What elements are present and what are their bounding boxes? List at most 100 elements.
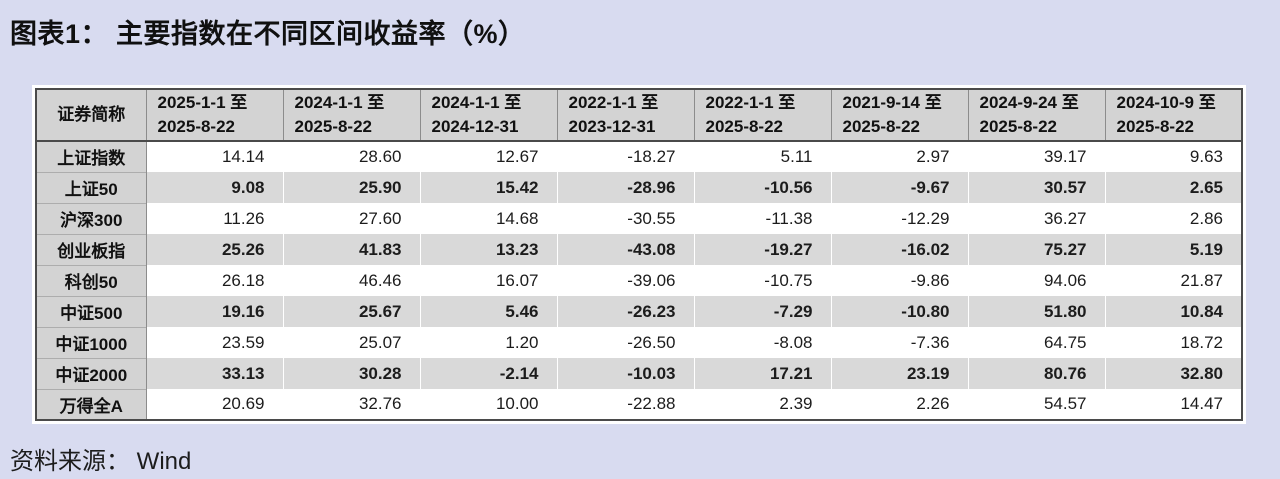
period-end: 2023-12-31 xyxy=(568,117,656,136)
period-end: 2025-8-22 xyxy=(1116,117,1195,136)
column-header-period-3: 2024-1-1 至 2024-12-31 xyxy=(420,89,558,142)
value-cell: 2.97 xyxy=(831,141,969,172)
period-start: 2021-9-14 至 xyxy=(842,93,942,113)
column-header-period-4: 2022-1-1 至 2023-12-31 xyxy=(557,89,695,142)
value-cell: 39.17 xyxy=(968,141,1106,172)
value-cell: 14.68 xyxy=(420,203,558,234)
value-cell: -18.27 xyxy=(557,141,695,172)
value-cell: 26.18 xyxy=(146,265,284,296)
row-name: 万得全A xyxy=(36,388,147,420)
value-cell: 2.86 xyxy=(1105,203,1242,234)
source-note: 资料来源： Wind xyxy=(10,448,192,475)
value-cell: 25.07 xyxy=(283,327,421,358)
value-cell: 41.83 xyxy=(283,234,421,265)
period-end: 2024-12-31 xyxy=(431,117,519,136)
value-cell: -7.29 xyxy=(694,296,832,327)
value-cell: -22.88 xyxy=(557,389,695,420)
value-cell: 5.11 xyxy=(694,141,832,172)
table-row: 中证500 19.16 25.67 5.46 -26.23 -7.29 -10.80 51.8… xyxy=(36,295,1242,327)
table-row: 创业板指 25.26 41.83 13.23 -43.08 -19.27 -16.02 75.… xyxy=(36,233,1242,265)
value-cell: 25.26 xyxy=(146,234,284,265)
value-cell: 13.23 xyxy=(420,234,558,265)
value-cell: -12.29 xyxy=(831,203,969,234)
figure-title: 图表1： 主要指数在不同区间收益率（%） xyxy=(10,19,526,49)
period-end: 2025-8-22 xyxy=(294,117,373,136)
period-start: 2022-1-1 至 xyxy=(705,93,796,113)
value-cell: 75.27 xyxy=(968,234,1106,265)
table-row: 中证1000 23.59 25.07 1.20 -26.50 -8.08 -7.36 64.7… xyxy=(36,326,1242,358)
table-row: 中证2000 33.13 30.28 -2.14 -10.03 17.21 23.19 80.… xyxy=(36,357,1242,389)
table-row: 沪深300 11.26 27.60 14.68 -30.55 -11.38 -12.29 36… xyxy=(36,202,1242,234)
value-cell: 25.67 xyxy=(283,296,421,327)
column-header-security-name: 证券简称 xyxy=(36,89,147,142)
value-cell: -19.27 xyxy=(694,234,832,265)
value-cell: 23.59 xyxy=(146,327,284,358)
value-cell: -26.50 xyxy=(557,327,695,358)
value-cell: 36.27 xyxy=(968,203,1106,234)
header-row: 证券简称 2025-1-1 至 2025-8-22 2024-1-1 至 2025-8-… xyxy=(36,89,1242,142)
value-cell: -9.86 xyxy=(831,265,969,296)
value-cell: 9.08 xyxy=(146,172,284,203)
value-cell: -10.80 xyxy=(831,296,969,327)
value-cell: 20.69 xyxy=(146,389,284,420)
value-cell: 10.00 xyxy=(420,389,558,420)
value-cell: -28.96 xyxy=(557,172,695,203)
returns-table: 证券简称 2025-1-1 至 2025-8-22 2024-1-1 至 2025-8-… xyxy=(35,88,1243,421)
period-end: 2025-8-22 xyxy=(157,117,236,136)
row-name: 科创50 xyxy=(36,264,147,296)
period-start: 2024-1-1 至 xyxy=(294,93,385,113)
value-cell: 5.46 xyxy=(420,296,558,327)
value-cell: 23.19 xyxy=(831,358,969,389)
row-name: 沪深300 xyxy=(36,202,147,234)
period-start: 2024-1-1 至 xyxy=(431,93,522,113)
column-header-period-2: 2024-1-1 至 2025-8-22 xyxy=(283,89,421,142)
value-cell: 51.80 xyxy=(968,296,1106,327)
value-cell: 21.87 xyxy=(1105,265,1242,296)
value-cell: 30.57 xyxy=(968,172,1106,203)
period-end: 2025-8-22 xyxy=(979,117,1058,136)
value-cell: 33.13 xyxy=(146,358,284,389)
value-cell: 19.16 xyxy=(146,296,284,327)
period-start: 2024-9-24 至 xyxy=(979,93,1079,113)
returns-table-panel: 证券简称 2025-1-1 至 2025-8-22 2024-1-1 至 2025-8-… xyxy=(32,85,1246,424)
table-row: 万得全A 20.69 32.76 10.00 -22.88 2.39 2.26 54.57 14… xyxy=(36,388,1242,420)
column-header-period-1: 2025-1-1 至 2025-8-22 xyxy=(146,89,284,142)
row-name: 上证指数 xyxy=(36,140,147,172)
value-cell: -10.56 xyxy=(694,172,832,203)
row-name: 中证1000 xyxy=(36,326,147,358)
value-cell: 2.65 xyxy=(1105,172,1242,203)
value-cell: 32.80 xyxy=(1105,358,1242,389)
table-body: 上证指数 14.14 28.60 12.67 -18.27 5.11 2.97 39.17 9.… xyxy=(36,140,1242,420)
value-cell: 80.76 xyxy=(968,358,1106,389)
value-cell: -7.36 xyxy=(831,327,969,358)
value-cell: 9.63 xyxy=(1105,141,1242,172)
value-cell: 11.26 xyxy=(146,203,284,234)
value-cell: 25.90 xyxy=(283,172,421,203)
value-cell: 16.07 xyxy=(420,265,558,296)
value-cell: 32.76 xyxy=(283,389,421,420)
value-cell: 30.28 xyxy=(283,358,421,389)
value-cell: -10.03 xyxy=(557,358,695,389)
value-cell: 17.21 xyxy=(694,358,832,389)
period-start: 2025-1-1 至 xyxy=(157,93,248,113)
value-cell: 5.19 xyxy=(1105,234,1242,265)
table-header: 证券简称 2025-1-1 至 2025-8-22 2024-1-1 至 2025-8-… xyxy=(36,89,1242,142)
value-cell: 12.67 xyxy=(420,141,558,172)
period-start: 2022-1-1 至 xyxy=(568,93,659,113)
value-cell: 64.75 xyxy=(968,327,1106,358)
row-name: 中证500 xyxy=(36,295,147,327)
column-header-period-7: 2024-9-24 至 2025-8-22 xyxy=(968,89,1106,142)
value-cell: 94.06 xyxy=(968,265,1106,296)
table-row: 上证50 9.08 25.90 15.42 -28.96 -10.56 -9.67 30.57… xyxy=(36,171,1242,203)
value-cell: 15.42 xyxy=(420,172,558,203)
value-cell: 2.39 xyxy=(694,389,832,420)
value-cell: -10.75 xyxy=(694,265,832,296)
value-cell: 14.47 xyxy=(1105,389,1242,420)
value-cell: 18.72 xyxy=(1105,327,1242,358)
value-cell: 1.20 xyxy=(420,327,558,358)
value-cell: 14.14 xyxy=(146,141,284,172)
row-name: 创业板指 xyxy=(36,233,147,265)
value-cell: -2.14 xyxy=(420,358,558,389)
value-cell: 46.46 xyxy=(283,265,421,296)
period-start: 2024-10-9 至 xyxy=(1116,93,1216,113)
